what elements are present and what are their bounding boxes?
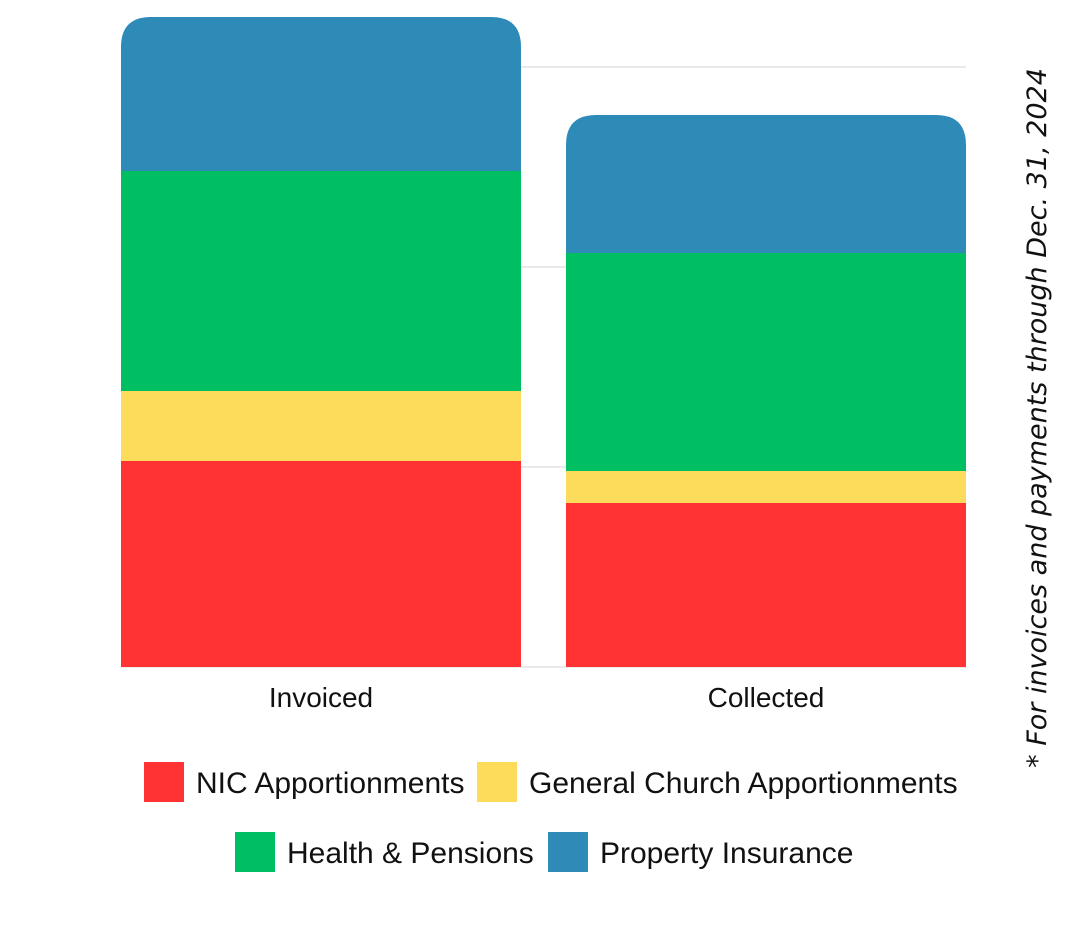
legend-label: NIC Apportionments	[196, 767, 464, 800]
bar-segment-collected-nic-apportionments	[566, 503, 966, 667]
bar-segment-collected-property-insurance	[566, 115, 966, 253]
x-axis-labels: Invoiced Collected	[269, 682, 825, 713]
x-tick-label-invoiced: Invoiced	[269, 682, 373, 713]
bar-segment-invoiced-general-church-apportionments	[121, 391, 521, 461]
legend-swatch	[477, 762, 517, 802]
legend-item-general-church-apportionments: General Church Apportionments	[477, 762, 958, 802]
bar-segment-invoiced-nic-apportionments	[121, 461, 521, 667]
bar-segment-collected-health-and-pensions	[566, 253, 966, 471]
footnote: * For invoices and payments through Dec.…	[1022, 68, 1053, 768]
legend-swatch	[235, 832, 275, 872]
bar-segment-invoiced-property-insurance	[121, 17, 521, 171]
legend-label: Property Insurance	[600, 837, 853, 870]
bar-invoiced	[121, 17, 521, 667]
bars	[121, 17, 966, 667]
legend-swatch	[548, 832, 588, 872]
legend-swatch	[144, 762, 184, 802]
x-tick-label-collected: Collected	[708, 682, 825, 713]
legend: NIC Apportionments General Church Apporti…	[144, 762, 958, 872]
legend-label: Health & Pensions	[287, 837, 534, 870]
legend-label: General Church Apportionments	[529, 767, 958, 800]
legend-item-nic-apportionments: NIC Apportionments	[144, 762, 464, 802]
bar-segment-collected-general-church-apportionments	[566, 471, 966, 503]
bar-segment-invoiced-health-and-pensions	[121, 171, 521, 391]
legend-item-property-insurance: Property Insurance	[548, 832, 853, 872]
bar-collected	[566, 115, 966, 667]
legend-item-health-and-pensions: Health & Pensions	[235, 832, 534, 872]
